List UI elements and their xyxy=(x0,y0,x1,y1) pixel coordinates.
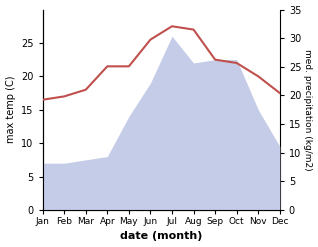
X-axis label: date (month): date (month) xyxy=(120,231,203,242)
Y-axis label: max temp (C): max temp (C) xyxy=(5,76,16,144)
Y-axis label: med. precipitation (kg/m2): med. precipitation (kg/m2) xyxy=(303,49,313,171)
